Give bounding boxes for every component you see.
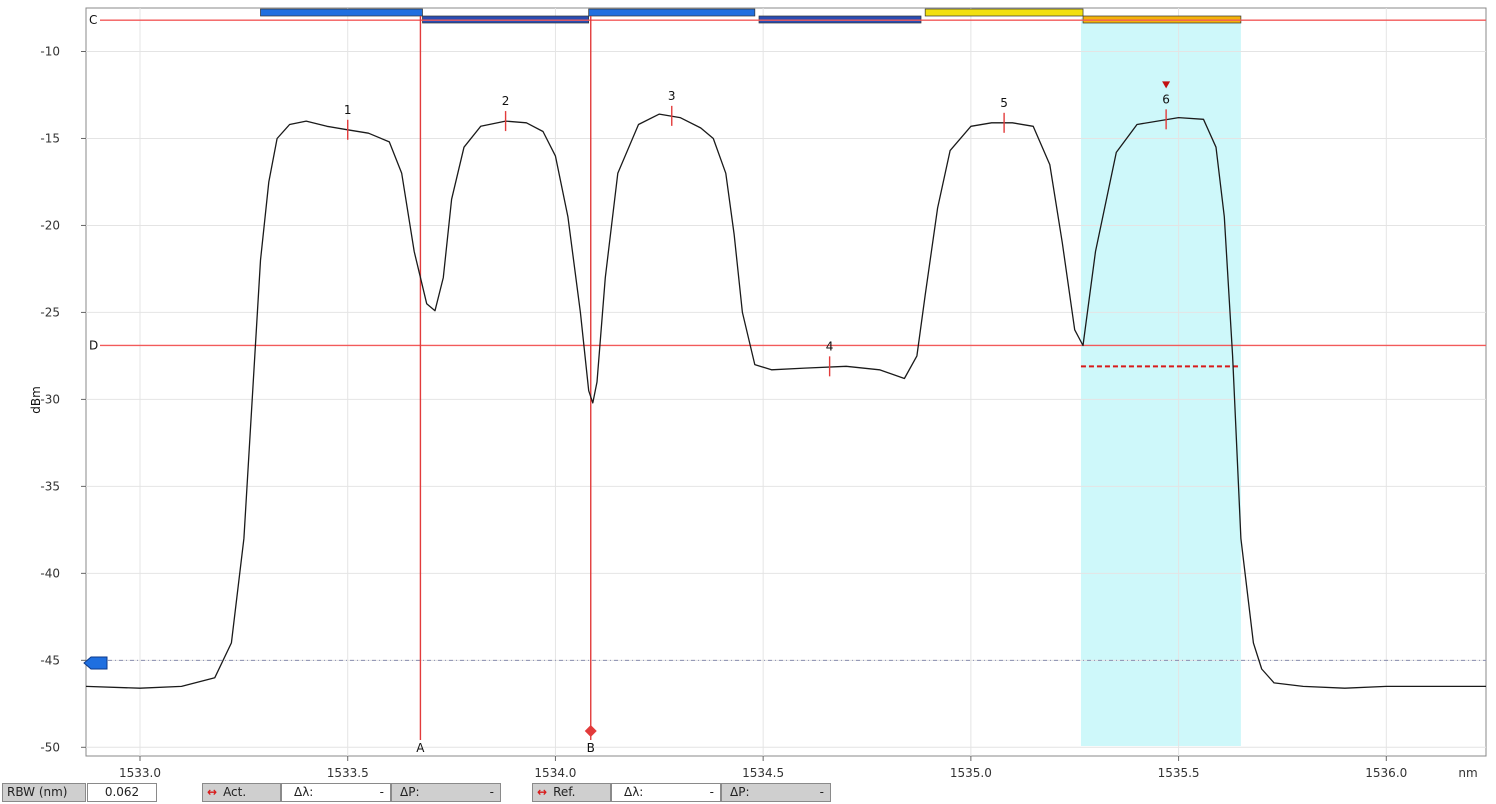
- y-tick-label: -25: [40, 305, 60, 319]
- ref-dlambda-field[interactable]: Δλ: -: [611, 783, 721, 802]
- x-tick-label: 1534.5: [742, 766, 784, 780]
- channel-bar: [925, 9, 1083, 16]
- peak-marker-label: 3: [668, 89, 676, 103]
- ref-dp-field[interactable]: ΔP: -: [721, 783, 831, 802]
- peak-marker-label: 2: [502, 94, 510, 108]
- peak-marker-label: 5: [1000, 96, 1008, 110]
- marker-label-b: B: [587, 741, 595, 755]
- dlambda-value: -: [710, 784, 714, 801]
- act-button[interactable]: ↔ Act.: [202, 783, 281, 802]
- y-tick-label: -35: [40, 479, 60, 493]
- peak-marker-label: 1: [344, 103, 352, 117]
- spectrum-chart: C D A B 1 2 3 4 5 6 1533.0 1533.5 1534.0 1534.5 1535…: [0, 0, 1496, 782]
- y-tick-label: -45: [40, 653, 60, 667]
- marker-label-c: C: [89, 13, 97, 27]
- channel-bar: [589, 9, 755, 16]
- dlambda-value: -: [380, 784, 384, 801]
- status-bar: RBW (nm) 0.062 ↔ Act. Δλ: - ΔP: - ↔ Ref. Δλ:…: [0, 782, 1496, 804]
- y-tick-label: -10: [40, 44, 60, 58]
- double-arrow-icon: ↔: [207, 785, 217, 799]
- dp-value: -: [820, 784, 824, 801]
- y-tick-label: -30: [40, 392, 60, 406]
- marker-label-a: A: [416, 741, 425, 755]
- dlambda-label: Δλ:: [624, 785, 643, 799]
- x-tick-label: 1534.0: [534, 766, 576, 780]
- x-tick-label: 1535.0: [950, 766, 992, 780]
- y-tick-label: -20: [40, 218, 60, 232]
- peak-marker-label: 4: [826, 339, 834, 353]
- double-arrow-icon: ↔: [537, 785, 547, 799]
- ref-label: Ref.: [553, 785, 575, 799]
- x-axis-unit: nm: [1458, 766, 1477, 780]
- rbw-label: RBW (nm): [2, 783, 86, 802]
- peak-marker-label: 6: [1162, 92, 1170, 106]
- y-tick-label: -40: [40, 566, 60, 580]
- y-tick-label: -50: [40, 740, 60, 754]
- dlambda-label: Δλ:: [294, 785, 313, 799]
- marker-label-d: D: [89, 338, 98, 352]
- dp-label: ΔP:: [400, 785, 420, 799]
- channel-bar: [260, 9, 422, 16]
- ref-button[interactable]: ↔ Ref.: [532, 783, 611, 802]
- dp-label: ΔP:: [730, 785, 750, 799]
- y-tick-label: -15: [40, 131, 60, 145]
- x-tick-label: 1536.0: [1365, 766, 1407, 780]
- x-tick-label: 1533.5: [327, 766, 369, 780]
- y-axis-title: dBm: [29, 386, 43, 414]
- x-tick-label: 1533.0: [119, 766, 161, 780]
- chart-frame: [86, 8, 1486, 756]
- rbw-value[interactable]: 0.062: [87, 783, 157, 802]
- act-label: Act.: [223, 785, 246, 799]
- act-dp-field[interactable]: ΔP: -: [391, 783, 501, 802]
- highlight-band: [1081, 18, 1241, 746]
- x-tick-label: 1535.5: [1158, 766, 1200, 780]
- dp-value: -: [490, 784, 494, 801]
- act-dlambda-field[interactable]: Δλ: -: [281, 783, 391, 802]
